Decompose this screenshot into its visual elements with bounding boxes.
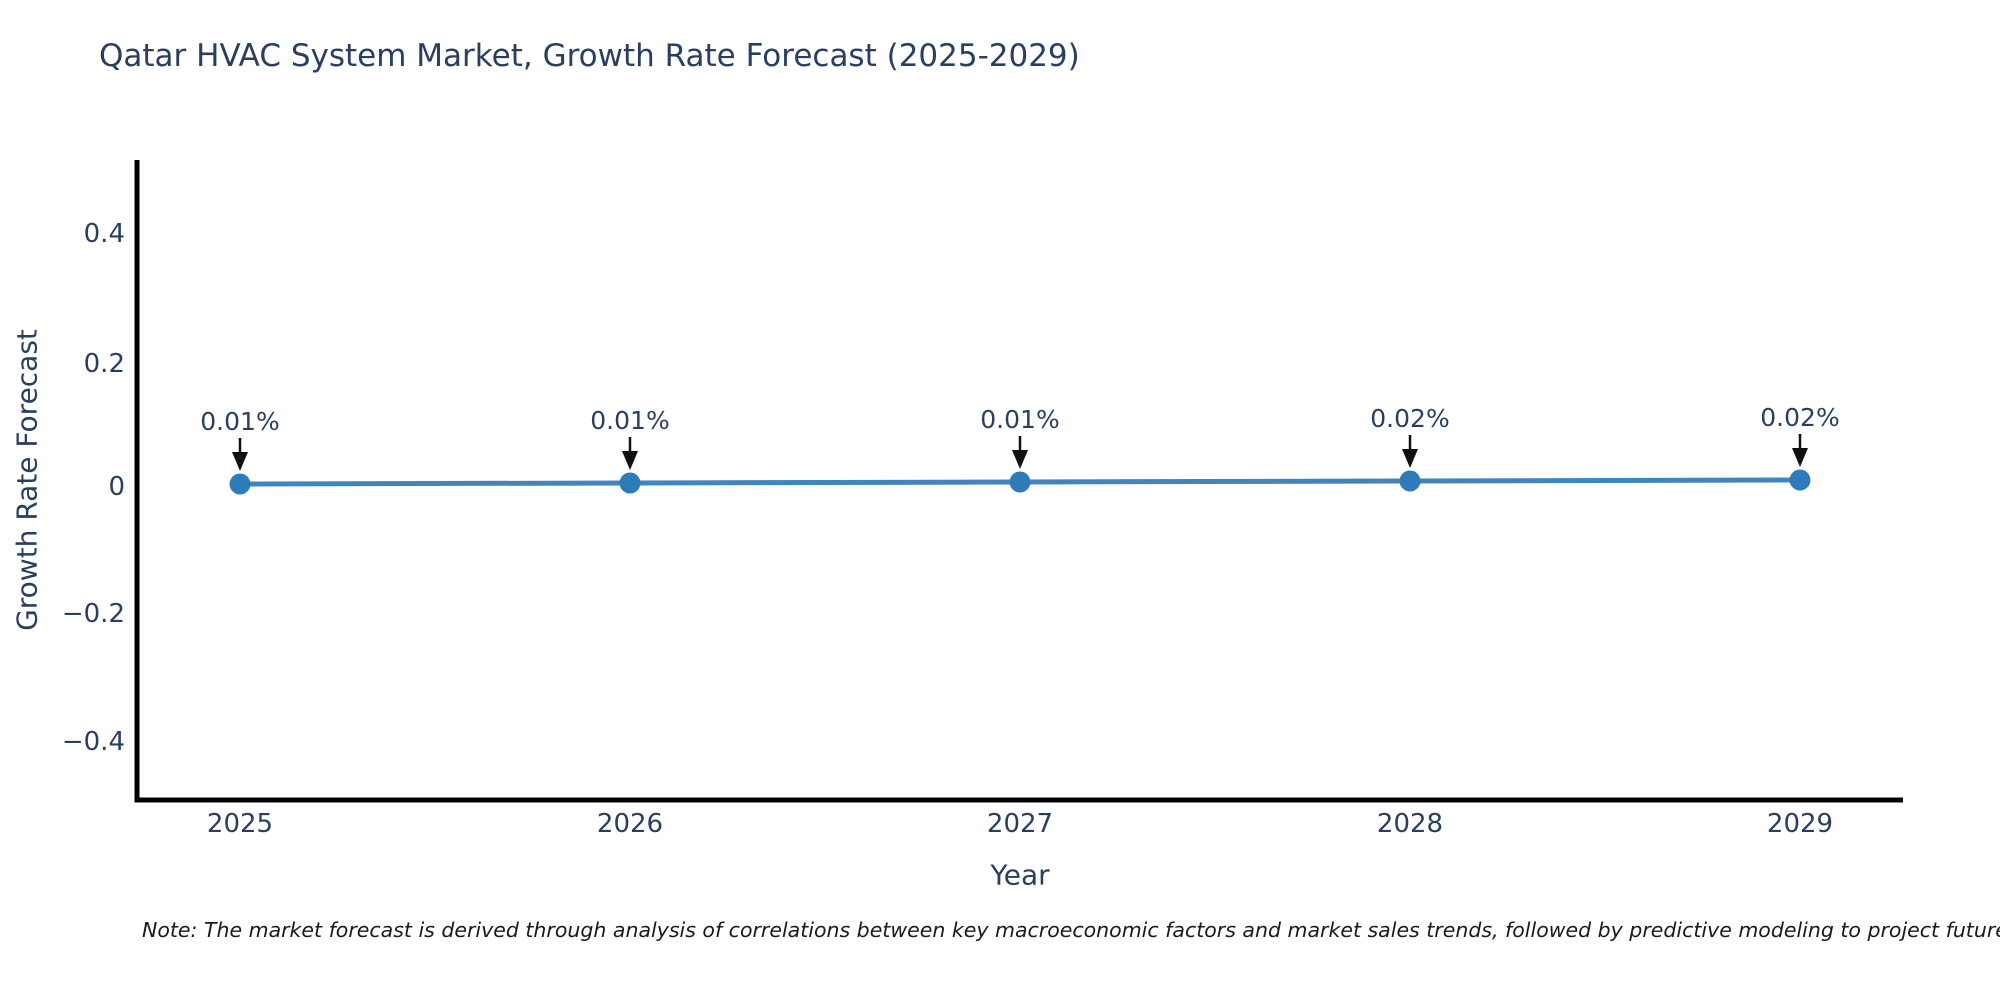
- data-point-2028: [1399, 470, 1421, 492]
- annotation-label-2026: 0.01%: [590, 406, 669, 435]
- x-tick-2027: 2027: [987, 809, 1053, 839]
- annotation-label-2025: 0.01%: [200, 407, 279, 436]
- x-tick-2029: 2029: [1767, 809, 1833, 839]
- data-point-2027: [1009, 471, 1031, 493]
- x-tick-2025: 2025: [207, 809, 273, 839]
- annotation-arrow-2025: [232, 438, 248, 471]
- annotation-label-2029: 0.02%: [1760, 403, 1839, 432]
- y-tick-neg0.2: −0.2: [62, 599, 125, 629]
- annotation-label-2027: 0.01%: [980, 405, 1059, 434]
- chart-title: Qatar HVAC System Market, Growth Rate Fo…: [99, 38, 1080, 74]
- annotation-arrow-2026: [622, 437, 638, 470]
- annotation-arrow-2028: [1402, 435, 1418, 468]
- x-tick-2026: 2026: [597, 809, 663, 839]
- annotation-label-2028: 0.02%: [1370, 404, 1449, 433]
- annotation-arrow-2029: [1792, 434, 1808, 467]
- y-tick-0: 0: [108, 472, 125, 502]
- annotation-arrow-2027: [1012, 436, 1028, 469]
- y-axis-title: Growth Rate Forecast: [10, 329, 44, 631]
- data-point-2026: [619, 472, 641, 494]
- data-point-2025: [229, 473, 251, 495]
- x-tick-2028: 2028: [1377, 809, 1443, 839]
- y-tick-neg0.4: −0.4: [62, 727, 125, 757]
- data-point-2029: [1789, 469, 1811, 491]
- y-tick-0.2: 0.2: [84, 349, 125, 379]
- footnote: Note: The market forecast is derived thr…: [142, 918, 2000, 942]
- x-axis-title: Year: [990, 858, 1050, 892]
- y-tick-0.4: 0.4: [84, 219, 125, 249]
